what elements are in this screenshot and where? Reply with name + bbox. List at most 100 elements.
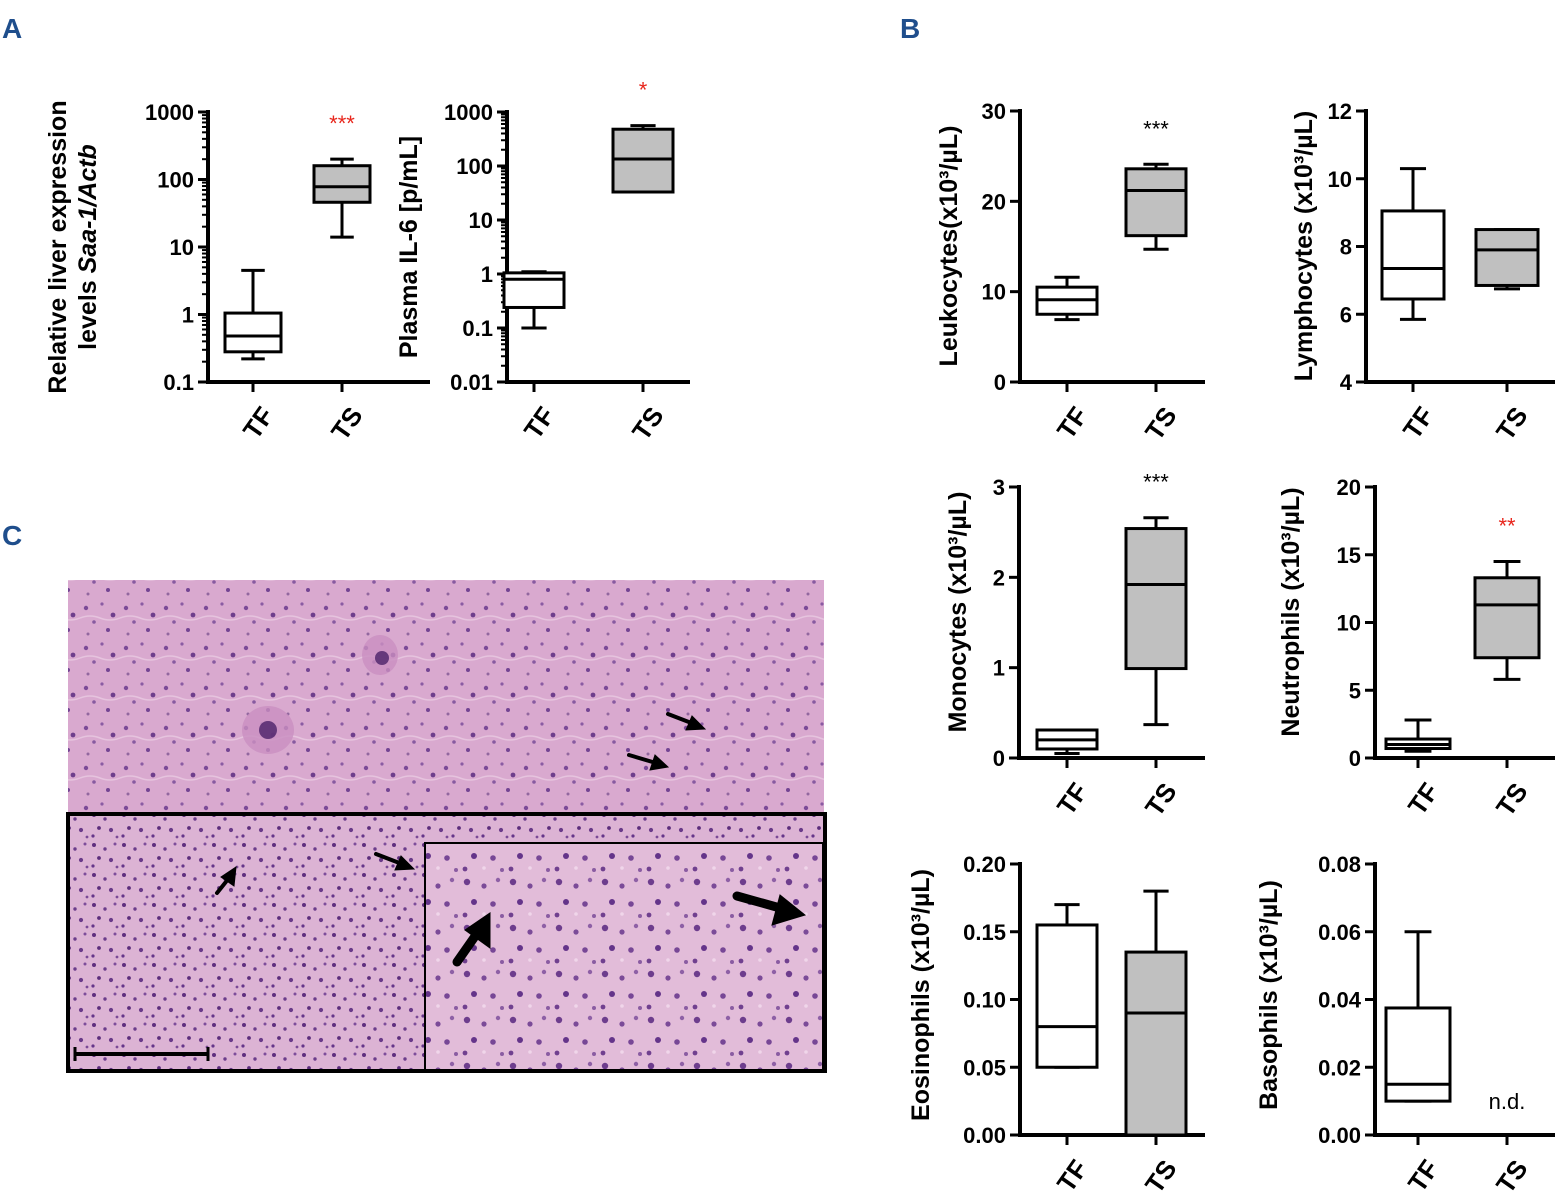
box-tf xyxy=(1380,167,1446,321)
box-iqr xyxy=(1384,1006,1452,1103)
micrograph-inset xyxy=(424,842,824,1071)
giant-cell-nucleus xyxy=(259,721,277,739)
y-tick-label: 0.10 xyxy=(963,988,1006,1013)
box-ts xyxy=(1473,560,1541,681)
y-tick-label: 0 xyxy=(994,370,1006,395)
y-tick-label: 20 xyxy=(1337,475,1361,500)
box-iqr xyxy=(1474,228,1540,287)
box-iqr xyxy=(312,164,372,204)
box-iqr xyxy=(611,127,675,194)
box-iqr xyxy=(1473,576,1541,660)
panel-label-b: B xyxy=(900,13,920,44)
panel-label-a: A xyxy=(2,13,22,44)
chart-saa1: 0.1 1 10 100 1000 TF TS Relative liver expressi… xyxy=(44,100,430,446)
y-tick-label: 1 xyxy=(182,303,194,328)
y-axis-title: Basophils (x10³/µL) xyxy=(1255,880,1283,1110)
y-tick-label: 0.1 xyxy=(163,370,194,395)
y-tick-label: 20 xyxy=(982,189,1006,214)
y-tick-label: 2 xyxy=(993,565,1005,590)
box-ts xyxy=(1124,889,1188,1137)
arrow-icon xyxy=(374,852,416,871)
y-tick-label: 0.01 xyxy=(450,370,493,395)
x-tick-label: TF xyxy=(1402,777,1445,820)
significance-marker: * xyxy=(639,78,648,103)
significance-marker: ** xyxy=(1498,514,1516,539)
arrow-large-icon xyxy=(452,912,491,967)
significance-marker: *** xyxy=(1143,116,1169,141)
x-tick-label: TS xyxy=(1139,401,1183,445)
chart-leukocytes: 0 10 20 30 TF TS Leukocytes(x10³/µL) *** xyxy=(935,99,1205,446)
giant-cell-nucleus xyxy=(375,651,389,665)
x-tick-label: TS xyxy=(1490,777,1534,821)
box-iqr xyxy=(1124,527,1188,671)
x-tick-label: TF xyxy=(1051,1154,1094,1197)
box-iqr xyxy=(1124,167,1188,238)
y-tick-label: 10 xyxy=(1337,611,1361,636)
y-tick-label: 15 xyxy=(1337,543,1361,568)
box-ts xyxy=(1124,162,1188,251)
y-tick-label: 0.02 xyxy=(1318,1055,1361,1080)
chart-lymphocytes: 4 6 8 10 12 TF TS Lymphocytes (x10³/µL) xyxy=(1290,99,1555,446)
not-determined-label: n.d. xyxy=(1489,1089,1526,1114)
y-axis-title: Relative liver expression xyxy=(44,100,72,393)
box-ts xyxy=(611,124,675,194)
micrograph-image xyxy=(66,580,827,1073)
y-tick-label: 1000 xyxy=(145,100,194,125)
x-tick-label: TS xyxy=(626,401,670,445)
box-ts xyxy=(1124,516,1188,727)
y-axis-title: Leukocytes(x10³/µL) xyxy=(935,126,963,367)
box-ts xyxy=(312,157,372,239)
y-axis-title: Eosinophils (x10³/µL) xyxy=(907,869,935,1121)
x-tick-label: TS xyxy=(1139,777,1183,821)
y-tick-label: 0.04 xyxy=(1318,988,1362,1013)
significance-marker: *** xyxy=(329,111,355,136)
box-iqr xyxy=(1035,923,1099,1069)
y-tick-label: 0.05 xyxy=(963,1055,1006,1080)
box-tf xyxy=(1384,718,1452,753)
y-axis-title: Lymphocytes (x10³/µL) xyxy=(1290,111,1318,381)
box-tf xyxy=(1035,903,1099,1069)
significance-marker: *** xyxy=(1143,470,1169,495)
micrograph-top xyxy=(68,580,824,814)
x-tick-label: TS xyxy=(1490,1154,1534,1198)
y-tick-label: 0.00 xyxy=(1318,1123,1361,1148)
box-ts xyxy=(1474,228,1540,291)
y-axis-title: Plasma IL-6 [p/mL] xyxy=(395,136,423,358)
x-tick-label: TS xyxy=(325,401,369,445)
chart-eosinophils: 0.00 0.05 0.10 0.15 0.20 TF TS Eosinophils (x10… xyxy=(907,852,1205,1199)
y-tick-label: 10 xyxy=(469,208,493,233)
box-iqr xyxy=(1380,209,1446,301)
chart-neutrophils: 0 5 10 15 20 TF TS Neutrophils (x10³/µL) ** xyxy=(1277,475,1555,822)
y-tick-label: 4 xyxy=(1340,370,1353,395)
y-tick-label: 0.1 xyxy=(462,316,493,341)
y-tick-label: 12 xyxy=(1328,99,1352,124)
chart-monocytes: 0 1 2 3 TF TS Monocytes (x10³/µL) *** xyxy=(944,470,1205,822)
y-tick-label: 0.06 xyxy=(1318,920,1361,945)
y-tick-label: 0 xyxy=(1349,746,1361,771)
panel-label-c: C xyxy=(2,520,22,551)
x-tick-label: TF xyxy=(1397,401,1440,444)
box-iqr xyxy=(1124,950,1188,1137)
y-tick-label: 10 xyxy=(1328,167,1352,192)
y-tick-label: 10 xyxy=(982,280,1006,305)
box-tf xyxy=(1035,728,1099,755)
y-tick-label: 100 xyxy=(456,154,493,179)
arrow-large-icon xyxy=(732,891,807,926)
y-tick-label: 3 xyxy=(993,475,1005,500)
box-tf xyxy=(1384,930,1452,1103)
arrow-icon xyxy=(627,753,670,771)
y-tick-label: 5 xyxy=(1349,678,1361,703)
y-axis-title: Monocytes (x10³/µL) xyxy=(944,492,972,733)
x-tick-label: TF xyxy=(1402,1154,1445,1197)
x-tick-label: TF xyxy=(1051,401,1094,444)
y-tick-label: 1000 xyxy=(444,100,493,125)
x-tick-label: TF xyxy=(237,401,280,444)
y-tick-label: 10 xyxy=(170,235,194,260)
y-tick-label: 0.20 xyxy=(963,852,1006,877)
arrow-icon xyxy=(215,865,237,895)
y-tick-label: 6 xyxy=(1340,302,1352,327)
box-iqr xyxy=(223,311,283,354)
box-tf xyxy=(1035,275,1099,322)
y-tick-label: 1 xyxy=(481,262,493,287)
